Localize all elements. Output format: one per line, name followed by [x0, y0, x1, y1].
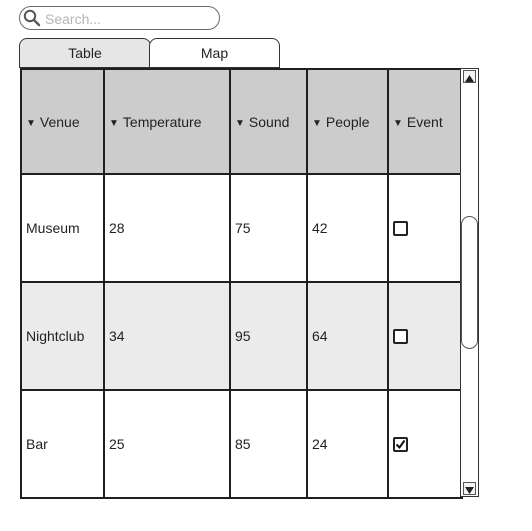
- event-checkbox[interactable]: [393, 437, 408, 453]
- cell-event: [387, 389, 463, 499]
- search-input[interactable]: [45, 10, 213, 27]
- checkmark-icon: [395, 440, 406, 450]
- scrollbar-thumb[interactable]: [461, 216, 478, 349]
- column-header-label: Sound: [248, 113, 290, 130]
- tab-map[interactable]: Map: [149, 38, 280, 68]
- cell-people: 42: [306, 173, 389, 283]
- cell-venue: Nightclub: [20, 281, 105, 391]
- scroll-up-arrow-icon[interactable]: [463, 70, 476, 83]
- sort-down-arrow-icon: ▼: [26, 117, 36, 129]
- column-header-people[interactable]: ▼ People: [306, 68, 389, 175]
- column-header-event[interactable]: ▼ Event: [387, 68, 463, 175]
- vertical-scrollbar[interactable]: [460, 68, 479, 497]
- cell-event: [387, 281, 463, 391]
- tab-table[interactable]: Table: [19, 38, 151, 68]
- cell-people: 64: [306, 281, 389, 391]
- cell-temperature: 25: [103, 389, 231, 499]
- cell-people: 24: [306, 389, 389, 499]
- cell-temperature: 34: [103, 281, 231, 391]
- column-header-label: People: [325, 113, 370, 130]
- sort-down-arrow-icon: ▼: [393, 117, 403, 129]
- column-header-label: Venue: [39, 113, 80, 130]
- column-header-venue[interactable]: ▼ Venue: [20, 68, 105, 175]
- search-icon: [23, 9, 41, 27]
- cell-venue: Museum: [20, 173, 105, 283]
- table-header-row: ▼ Venue ▼ Temperature ▼ Sound ▼ People ▼ Even…: [20, 68, 463, 175]
- column-header-label: Temperature: [122, 113, 202, 130]
- table-row[interactable]: Museum 28 75 42: [20, 173, 463, 283]
- table-row[interactable]: Bar 25 85 24: [20, 389, 463, 499]
- column-header-temperature[interactable]: ▼ Temperature: [103, 68, 231, 175]
- venue-table: ▼ Venue ▼ Temperature ▼ Sound ▼ People ▼ Even…: [20, 68, 463, 499]
- cell-sound: 75: [229, 173, 308, 283]
- sort-down-arrow-icon: ▼: [109, 117, 119, 129]
- column-header-sound[interactable]: ▼ Sound: [229, 68, 308, 175]
- event-checkbox[interactable]: [393, 221, 408, 237]
- search-box[interactable]: [19, 6, 220, 30]
- column-header-label: Event: [406, 113, 443, 130]
- cell-venue: Bar: [20, 389, 105, 499]
- table-row[interactable]: Nightclub 34 95 64: [20, 281, 463, 391]
- event-checkbox[interactable]: [393, 329, 408, 345]
- cell-sound: 95: [229, 281, 308, 391]
- cell-temperature: 28: [103, 173, 231, 283]
- cell-sound: 85: [229, 389, 308, 499]
- cell-event: [387, 173, 463, 283]
- sort-down-arrow-icon: ▼: [235, 117, 245, 129]
- scroll-down-arrow-icon[interactable]: [463, 482, 476, 495]
- sort-down-arrow-icon: ▼: [312, 117, 322, 129]
